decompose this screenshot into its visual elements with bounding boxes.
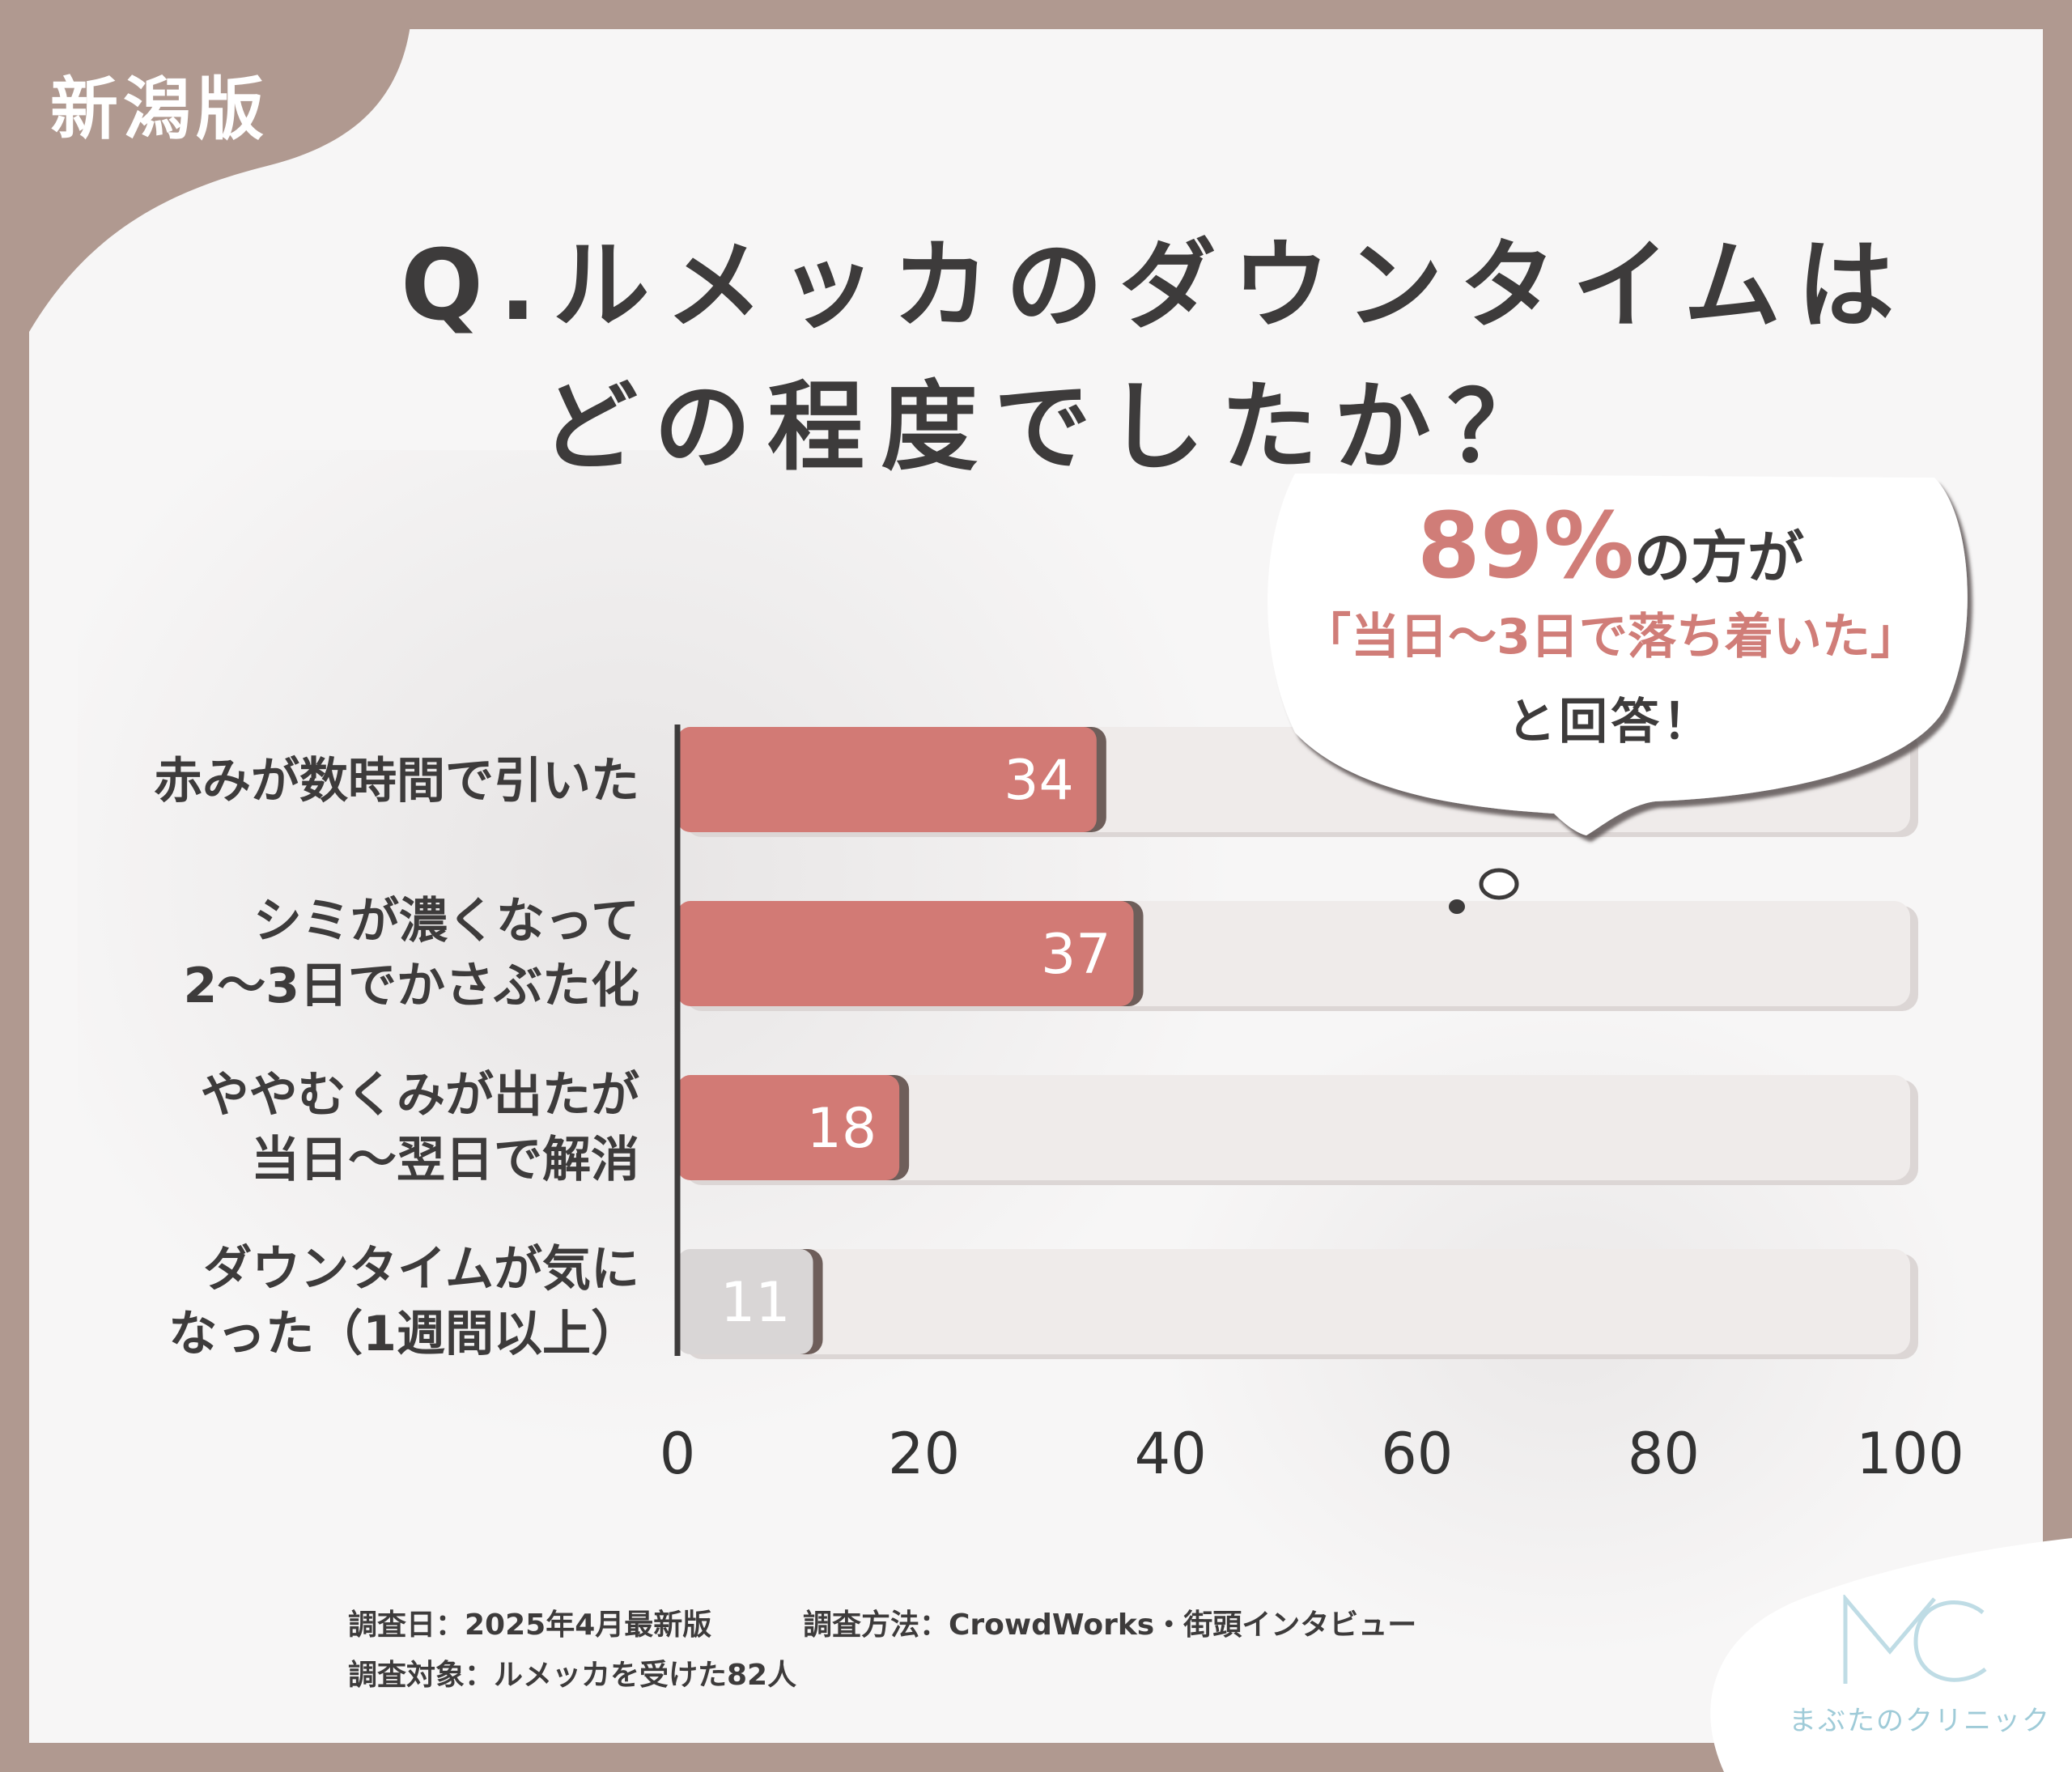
bar	[677, 901, 1134, 1006]
region-badge: 新潟版	[50, 70, 270, 149]
category-label: なった（1週間以上）	[168, 1306, 639, 1362]
survey-target: 調査対象：ルメッカを受けた82人	[348, 1659, 797, 1692]
data-label: 18	[807, 1097, 877, 1161]
category-label: ダウンタイムが気に	[203, 1241, 639, 1298]
survey-method: 調査方法：CrowdWorks・街頭インタビュー	[803, 1608, 1417, 1642]
bar	[677, 727, 1097, 832]
category-label: 赤みが数時間で引いた	[154, 753, 639, 810]
x-tick-label: 0	[660, 1421, 696, 1487]
callout-text: 89%の方が 「当日〜3日で落ち着いた」 と回答！	[1246, 494, 1975, 753]
logo-mark-text: MC	[1841, 1595, 1843, 1596]
bubble-dot	[1479, 868, 1519, 900]
bar	[677, 1075, 900, 1180]
category-label: 2〜3日でかさぶた化	[184, 958, 640, 1014]
x-tick-label: 100	[1856, 1421, 1964, 1487]
clinic-name: まぶたのクリニック	[1789, 1705, 2051, 1737]
data-label: 37	[1041, 923, 1111, 987]
chart-title-line-1: Q.ルメッカのダウンタイムは	[401, 230, 1911, 342]
callout-quote: 「当日〜3日で落ち着いた」	[1302, 609, 1919, 665]
category-label: 当日〜翌日で解消	[251, 1132, 639, 1188]
corner-badge-shape	[0, 0, 413, 332]
bars: 34 37 18 11	[677, 727, 1144, 1354]
callout-percent: 89%	[1416, 494, 1635, 599]
x-axis-ticks: 0 20 40 60 80 100	[660, 1421, 1964, 1487]
x-tick-label: 20	[888, 1421, 960, 1487]
category-label: ややむくみが出たが	[201, 1067, 639, 1124]
x-tick-label: 40	[1135, 1421, 1207, 1487]
callout-headline: 89%の方が	[1246, 494, 1975, 599]
callout-answer: と回答！	[1507, 694, 1714, 750]
category-label: シミが濃くなって	[253, 893, 639, 950]
chart-title-line-2: どの程度でしたか？	[541, 372, 1560, 484]
callout-suffix: の方が	[1634, 525, 1805, 591]
x-tick-label: 60	[1381, 1421, 1453, 1487]
logo-backdrop	[1710, 1538, 2072, 1772]
bar-track	[677, 1075, 1910, 1180]
bar-track	[677, 1249, 1910, 1354]
bubble-dot	[1449, 899, 1465, 914]
survey-date: 調査日：2025年4月最新版	[348, 1608, 712, 1642]
clinic-logo	[1692, 1538, 2072, 1772]
bar	[677, 1249, 813, 1354]
data-label: 11	[720, 1271, 791, 1335]
clinic-logo-mark: MC	[1841, 1595, 1987, 1684]
x-tick-label: 80	[1628, 1421, 1700, 1487]
data-label: 34	[1004, 749, 1074, 813]
